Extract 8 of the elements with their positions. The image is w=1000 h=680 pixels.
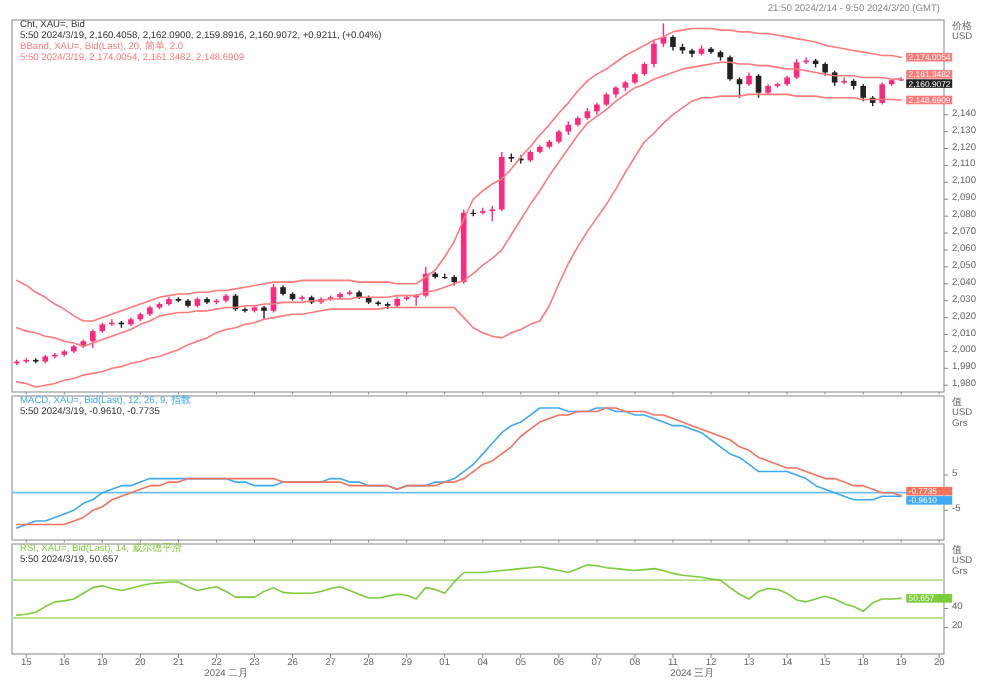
candlestick [841, 76, 847, 85]
candlestick [651, 39, 657, 69]
line-series [15, 564, 902, 616]
candlestick [90, 328, 96, 349]
candlestick [242, 306, 248, 314]
candlestick [727, 54, 733, 82]
line-series [15, 61, 902, 348]
line-series [15, 27, 902, 322]
